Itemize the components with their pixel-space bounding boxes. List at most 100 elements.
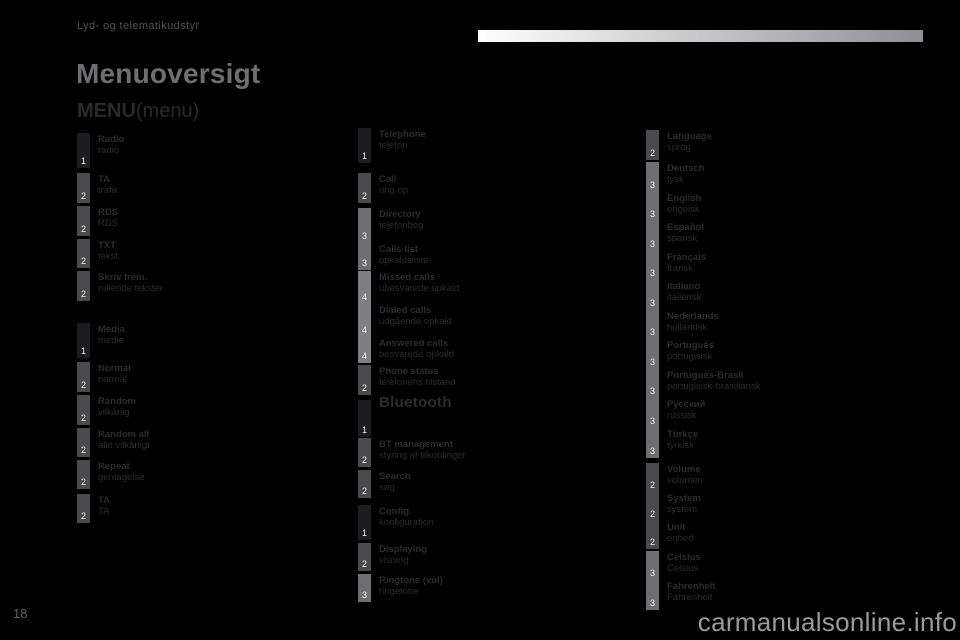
menu-item: TXT tekst bbox=[98, 240, 119, 262]
menu-item-label-da: visning bbox=[379, 554, 409, 566]
header-gradient-bar bbox=[478, 30, 923, 42]
menu-item-label-da: telefonens tilstand bbox=[379, 376, 456, 388]
level-number-box: 3 bbox=[646, 192, 659, 221]
level-number-box: 2 bbox=[358, 543, 371, 571]
menu-item-label-da: tyrkisk bbox=[667, 439, 694, 451]
menu-item-label-da: ringetone bbox=[379, 585, 419, 597]
menu-section-heading: Bluetooth bbox=[379, 394, 452, 411]
menu-item-label-da: engelsk bbox=[667, 203, 700, 215]
level-number: 2 bbox=[80, 380, 86, 390]
menu-item: TA TA bbox=[98, 495, 110, 517]
menu-item-label-en: BT management bbox=[379, 439, 453, 450]
menu-item: Normal normal bbox=[98, 363, 131, 385]
menu-item-label-da: besvarede opkald bbox=[379, 348, 454, 360]
level-number-box: 3 bbox=[646, 339, 659, 369]
menu-item-label-da: tekst bbox=[98, 250, 119, 262]
menu-subtitle-bold: MENU bbox=[77, 100, 136, 122]
menu-item-label-en: Português-Brasil bbox=[667, 370, 744, 381]
level-number: 3 bbox=[649, 239, 655, 249]
level-number-box: 2 bbox=[77, 395, 90, 425]
menu-item-label-en: Unit bbox=[667, 522, 686, 533]
menu-item-label-en: Displaying bbox=[379, 544, 428, 555]
menu-item-label-en: Celsius bbox=[667, 552, 701, 563]
level-number-box: 3 bbox=[358, 574, 371, 602]
level-number-box: 2 bbox=[358, 173, 371, 203]
menu-item-label-da: gentagelse bbox=[98, 471, 145, 483]
menu-item-label-da: RDS bbox=[98, 217, 119, 229]
level-number: 3 bbox=[649, 209, 655, 219]
level-number: 3 bbox=[361, 258, 367, 268]
level-number-box: 3 bbox=[646, 221, 659, 251]
level-number: 4 bbox=[361, 325, 367, 335]
menu-item: Call ring op bbox=[379, 174, 408, 196]
level-number: 1 bbox=[361, 425, 367, 435]
level-number: 3 bbox=[649, 446, 655, 456]
level-number-box: 2 bbox=[77, 460, 90, 489]
level-number: 1 bbox=[80, 156, 86, 166]
section-header-label: Lyd- og telematikudstyr bbox=[77, 20, 200, 32]
menu-item-label-da: italiensk bbox=[667, 291, 702, 303]
menu-item: Calls list opkaldsliste bbox=[379, 244, 429, 266]
menu-item: Celsius Celsius bbox=[667, 552, 701, 574]
level-number-box: 3 bbox=[646, 280, 659, 310]
menu-item-label-en: Ringtone (vol) bbox=[379, 575, 443, 586]
level-number: 3 bbox=[649, 268, 655, 278]
menu-item: Dialed calls udgående opkald bbox=[379, 305, 452, 327]
level-number: 2 bbox=[80, 413, 86, 423]
menu-item: English engelsk bbox=[667, 193, 702, 215]
level-number: 2 bbox=[649, 480, 655, 490]
level-number: 2 bbox=[80, 289, 86, 299]
menu-item: Directory telefonbog bbox=[379, 209, 424, 231]
menu-item-label-en: Telephone bbox=[379, 129, 426, 140]
menu-item-label-da: telefonbog bbox=[379, 219, 424, 231]
level-number-box: 2 bbox=[77, 271, 90, 301]
level-number-box: 3 bbox=[646, 251, 659, 280]
level-number: 3 bbox=[649, 598, 655, 608]
menu-item: Français fransk bbox=[667, 252, 706, 274]
level-number: 2 bbox=[649, 148, 655, 158]
level-number-box: 2 bbox=[358, 365, 371, 395]
menu-item-label-en: Answered calls bbox=[379, 338, 449, 349]
level-number-box: 3 bbox=[646, 162, 659, 192]
menu-item: Media medie bbox=[98, 324, 125, 346]
level-number-box: 4 bbox=[358, 337, 371, 363]
menu-item-label-da: hollandsk bbox=[667, 321, 708, 333]
menu-item: Search søg bbox=[379, 471, 411, 493]
menu-item-label-da: Celsius bbox=[667, 562, 699, 574]
menu-item-label-en: English bbox=[667, 193, 702, 204]
menu-item-label-en: RDS bbox=[98, 207, 119, 218]
level-number: 1 bbox=[80, 346, 86, 356]
level-number: 3 bbox=[649, 386, 655, 396]
menu-item-label-en: TA bbox=[98, 495, 110, 506]
menu-item-label-en: TA bbox=[98, 174, 110, 185]
level-number: 3 bbox=[361, 231, 367, 241]
menu-item: Nederlands hollandsk bbox=[667, 311, 719, 333]
menu-item-label-da: enhed bbox=[667, 532, 694, 544]
menu-item: Bluetooth bbox=[379, 394, 452, 411]
level-number: 1 bbox=[361, 528, 367, 538]
menu-item-label-en: Türkçe bbox=[667, 429, 699, 440]
menu-item-label-en: Volume bbox=[667, 464, 701, 475]
menu-item-label-da: medie bbox=[98, 334, 124, 346]
level-number-box: 2 bbox=[77, 428, 90, 457]
level-number-box: 1 bbox=[77, 133, 90, 168]
level-number: 3 bbox=[649, 180, 655, 190]
page-number: 18 bbox=[13, 606, 28, 621]
menu-item: Italiano italiensk bbox=[667, 281, 702, 303]
menu-item-label-da: Fahrenheit bbox=[667, 591, 713, 603]
menu-item-label-en: Random all bbox=[98, 429, 150, 440]
menu-item-label-da: opkaldsliste bbox=[379, 254, 429, 266]
level-number-box: 3 bbox=[646, 551, 659, 580]
menu-item-label-en: Language bbox=[667, 131, 712, 142]
level-number: 2 bbox=[361, 383, 367, 393]
level-number-box: 4 bbox=[358, 271, 371, 304]
level-number: 2 bbox=[649, 509, 655, 519]
menu-item: Config. konfiguration bbox=[379, 506, 433, 528]
menu-item-label-da: sprog bbox=[667, 141, 691, 153]
menu-item: Türkçe tyrkisk bbox=[667, 429, 699, 451]
level-number-box: 2 bbox=[77, 362, 90, 392]
menu-item-label-en: Repeat bbox=[98, 461, 130, 472]
menu-item: Random all alle vilkårligt bbox=[98, 429, 150, 451]
menu-item-label-en: Deutsch bbox=[667, 163, 705, 174]
menu-item-label-en: Skriv frem. bbox=[98, 272, 148, 283]
